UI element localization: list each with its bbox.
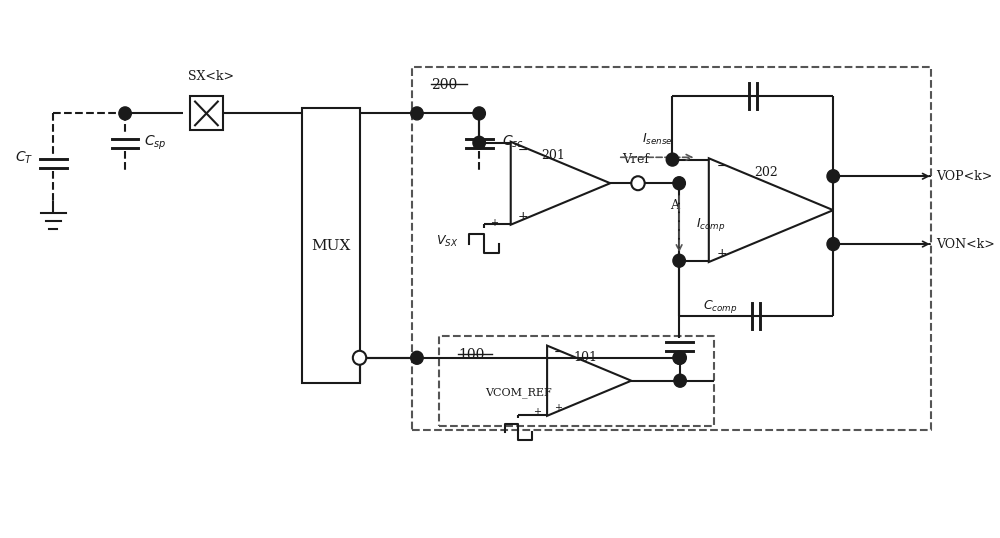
Circle shape: [673, 351, 685, 364]
Text: $-$: $-$: [553, 345, 564, 358]
Text: $C_{sc}$: $C_{sc}$: [502, 133, 524, 150]
Bar: [302, 109, 360, 383]
Text: $+$: $+$: [533, 406, 542, 417]
Circle shape: [411, 351, 423, 364]
Text: $I_{comp}$: $I_{comp}$: [696, 216, 726, 232]
Circle shape: [674, 374, 686, 387]
Text: 100: 100: [458, 348, 484, 362]
Circle shape: [674, 351, 686, 364]
Bar: [190, 96, 223, 130]
Text: $C_{sp}$: $C_{sp}$: [144, 134, 167, 152]
Text: VON<k>: VON<k>: [937, 238, 995, 251]
Text: 101: 101: [573, 351, 597, 364]
Circle shape: [473, 107, 485, 120]
Text: 200: 200: [431, 79, 458, 93]
Text: $-$: $-$: [517, 143, 528, 156]
Text: $V_{SX}$: $V_{SX}$: [436, 234, 459, 249]
Text: $+$: $+$: [716, 247, 727, 260]
Circle shape: [673, 177, 685, 190]
Circle shape: [473, 136, 485, 149]
Text: VOP<k>: VOP<k>: [937, 170, 993, 183]
Circle shape: [666, 153, 679, 166]
Text: $C_T$: $C_T$: [15, 150, 34, 166]
Text: $-$: $-$: [716, 159, 727, 172]
Text: 201: 201: [541, 149, 565, 162]
Text: $C_{comp}$: $C_{comp}$: [703, 298, 738, 315]
Text: $+$: $+$: [517, 210, 528, 223]
Circle shape: [119, 107, 131, 120]
Circle shape: [827, 238, 839, 251]
Text: $+$: $+$: [554, 402, 563, 414]
Text: A: A: [670, 199, 679, 211]
Text: MUX: MUX: [311, 238, 351, 252]
Circle shape: [631, 176, 645, 190]
Text: $I_{sense}$: $I_{sense}$: [642, 132, 673, 147]
Text: 202: 202: [754, 166, 778, 179]
Circle shape: [827, 170, 839, 183]
Circle shape: [411, 107, 423, 120]
Text: Vref: Vref: [623, 153, 650, 166]
Text: $+$: $+$: [490, 217, 499, 228]
Circle shape: [673, 254, 685, 267]
Circle shape: [353, 351, 366, 365]
Text: SX<k>: SX<k>: [188, 70, 234, 83]
Text: VCOM_REF: VCOM_REF: [485, 387, 552, 398]
